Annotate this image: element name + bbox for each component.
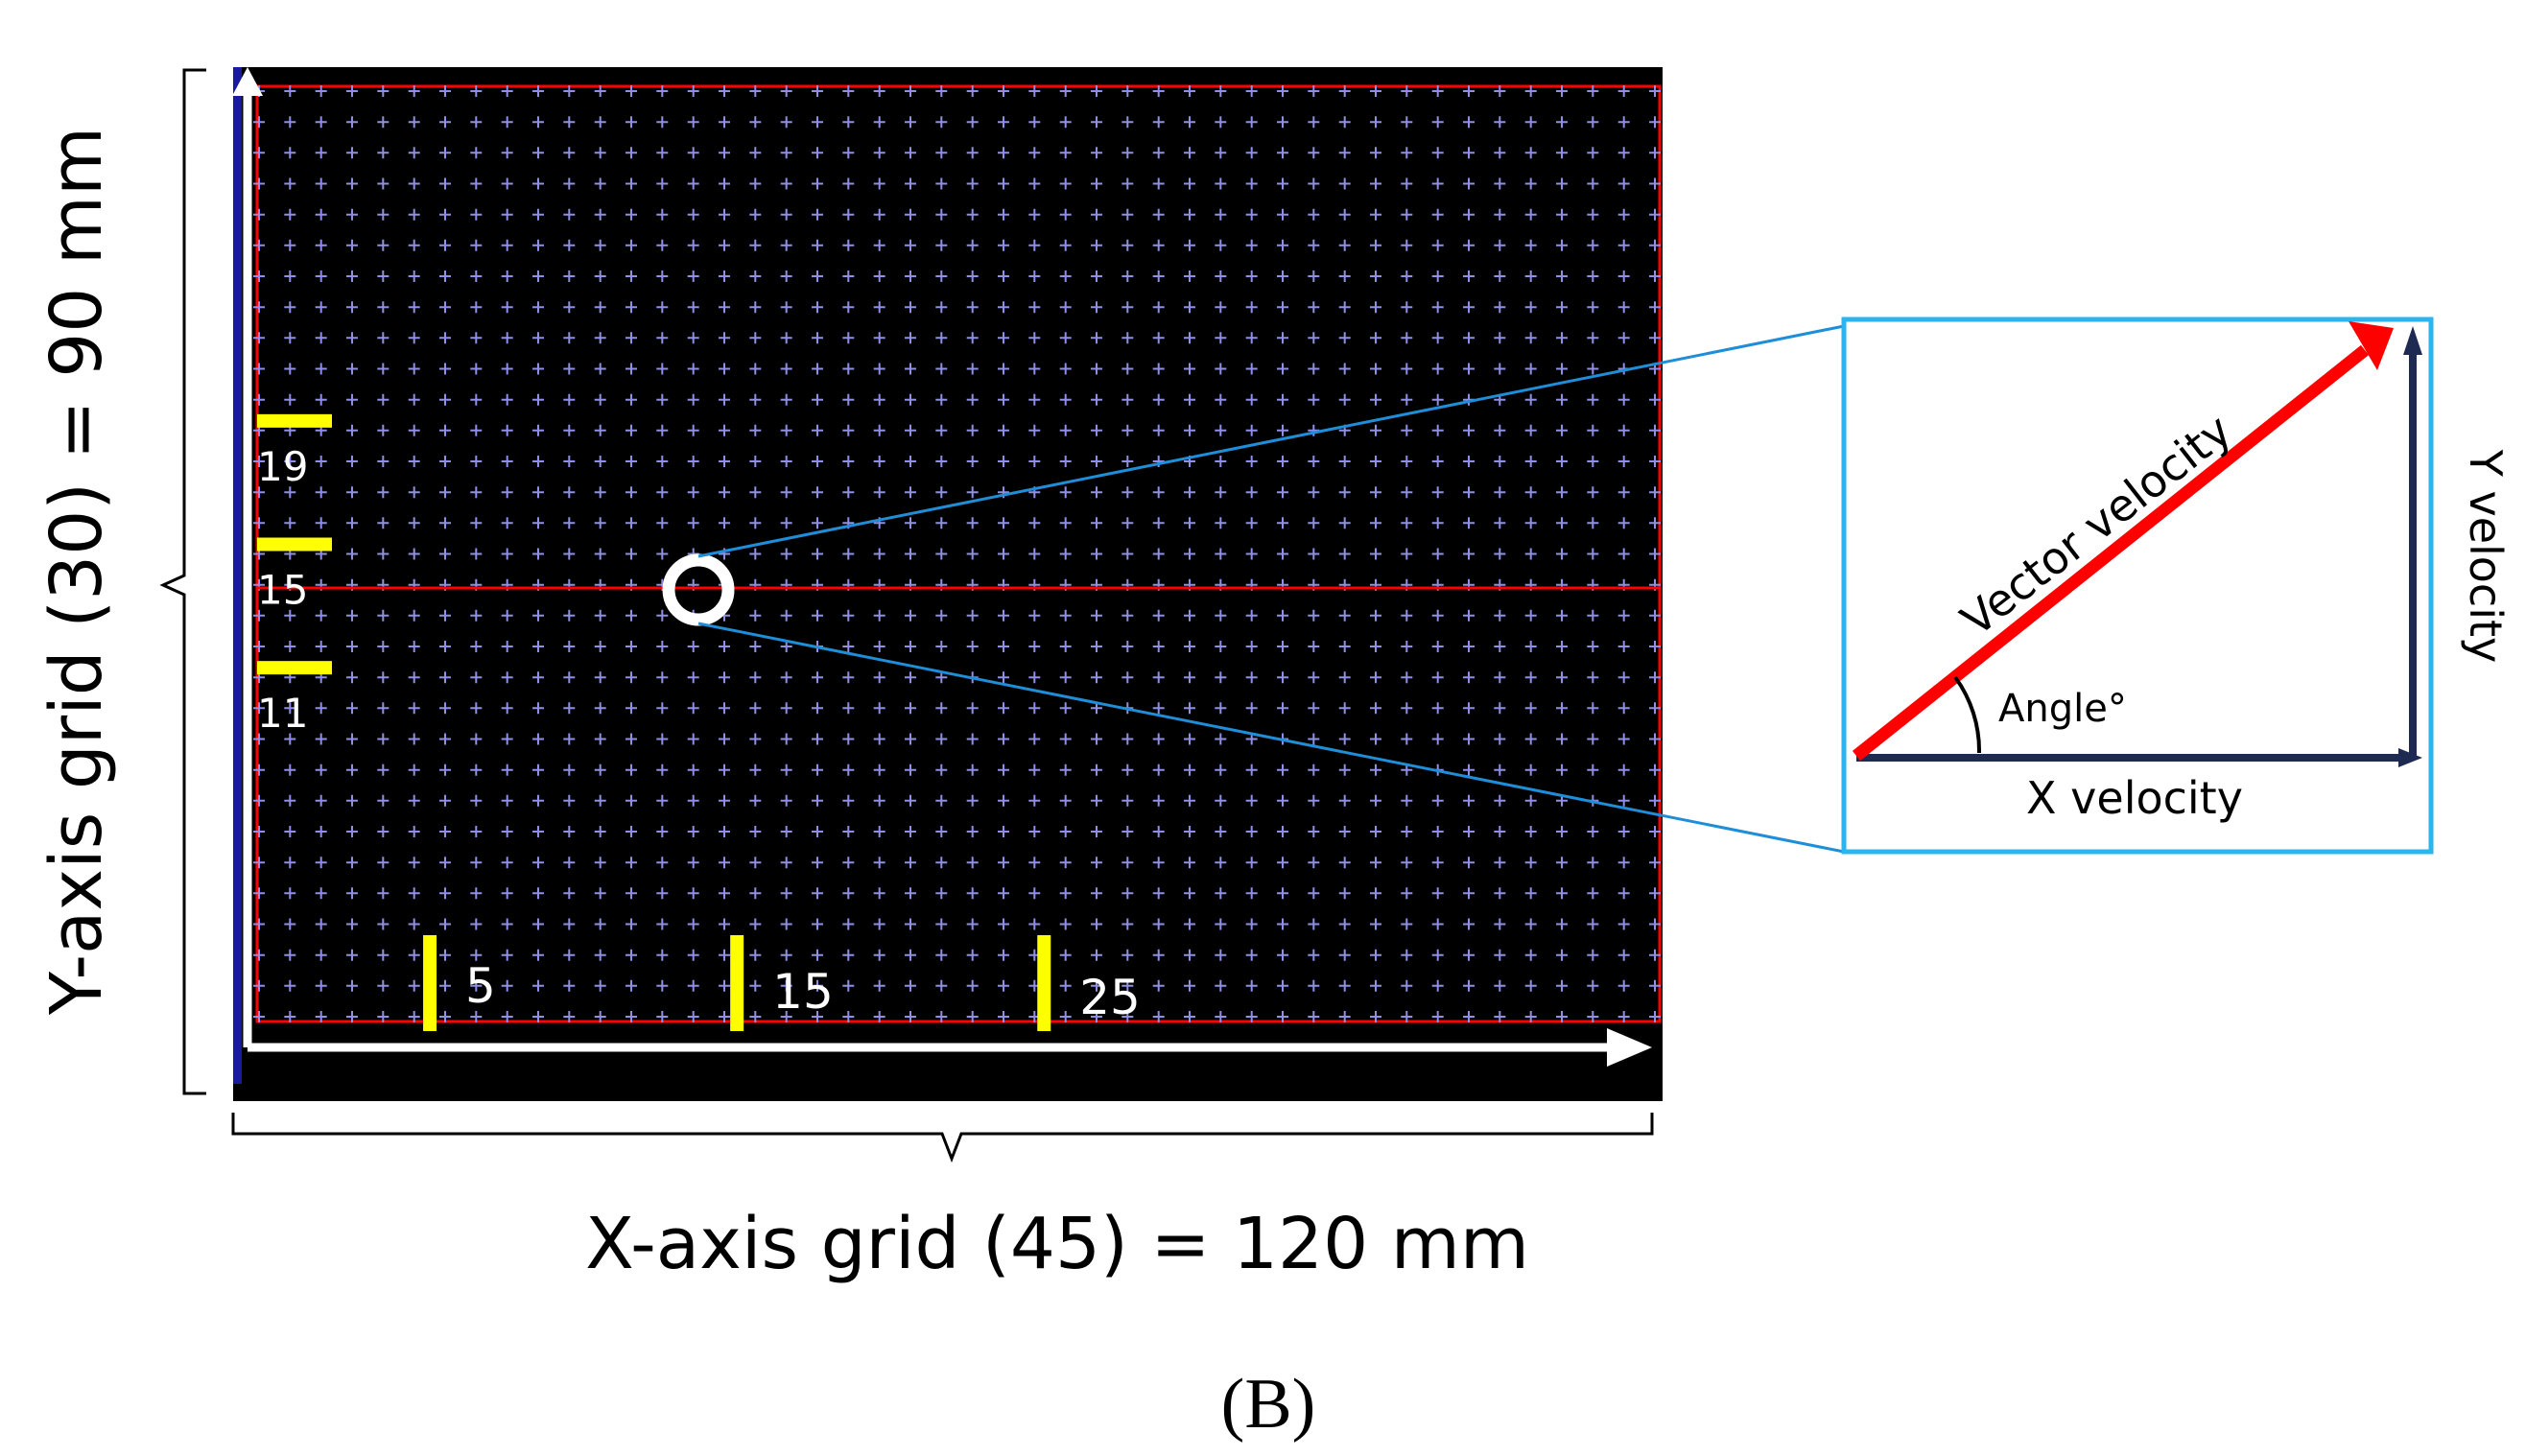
y-marker-label: 19 (257, 443, 308, 490)
x-axis-arrow (248, 1028, 1652, 1067)
callout-line-bottom (697, 622, 1845, 854)
angle-arc (1953, 675, 1982, 754)
angle-label: Angle° (1998, 687, 2127, 731)
y-marker-bar (257, 661, 332, 675)
y-velocity-arrow (2403, 326, 2422, 758)
y-axis-caption: Y-axis grid (30) = 90 mm (35, 127, 118, 1016)
x-marker-bar (1037, 935, 1051, 1031)
x-markers: 5 15 25 (423, 935, 1141, 1031)
y-velocity-label: Y velocity (2460, 449, 2512, 664)
y-axis-arrow (232, 67, 263, 1047)
velocity-inset-box (1841, 317, 2434, 855)
x-marker-bar (730, 935, 744, 1031)
y-marker-label: 15 (257, 567, 308, 614)
y-axis-stripe (233, 67, 242, 1084)
y-marker-bar (257, 413, 332, 428)
x-marker-bar (423, 935, 437, 1031)
vector-velocity-arrow (1852, 321, 2394, 762)
x-axis-caption: X-axis grid (45) = 120 mm (585, 1203, 1529, 1285)
sample-point-circle (662, 553, 735, 626)
x-marker-label: 25 (1079, 970, 1141, 1025)
y-marker-bar (257, 537, 332, 552)
x-axis-bracket (231, 1113, 1654, 1163)
x-marker-label: 5 (465, 958, 496, 1014)
y-marker-label: 11 (257, 690, 308, 737)
figure-label: (B) (1221, 1365, 1316, 1444)
x-velocity-label: X velocity (2026, 772, 2243, 824)
callout-line-top (697, 324, 1845, 558)
y-axis-bracket (159, 68, 206, 1095)
x-marker-label: 15 (772, 964, 834, 1020)
y-markers: 19 15 11 (257, 413, 332, 737)
